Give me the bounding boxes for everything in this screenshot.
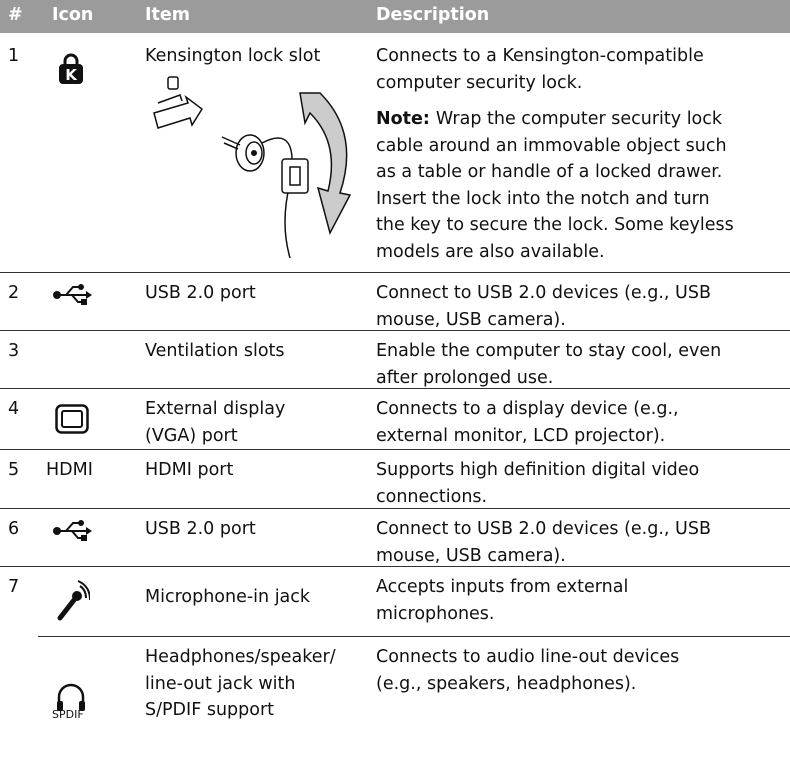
description-line: connections. [376,486,488,507]
row-number: 2 [8,283,20,303]
description: Connects to a display device (e.g., exter… [376,396,679,449]
row-number: 6 [8,519,20,539]
note-line: Note: Wrap the computer security lock [376,106,734,133]
item-line: Kensington lock slot [145,46,321,66]
header-cell: Icon [52,5,94,25]
description: Connects to a Kensington-compatible comp… [376,43,734,265]
description-line: Supports high definition digital video [376,460,700,480]
note-line: models are also available. [376,241,605,262]
row-separator [0,566,790,567]
description-line: (e.g., speakers, headphones). [376,673,637,694]
description-line: mouse, USB camera). [376,309,566,330]
spdif-icon-label: SPDIF [52,708,84,721]
row-number: 4 [8,399,20,419]
item-line: Headphones/speaker/ [145,647,336,667]
item-text: HDMI port [145,460,234,480]
item-line: External display [145,399,286,419]
description: Accepts inputs from external microphones. [376,574,628,627]
row-number: 3 [8,341,20,361]
item-text: External display (VGA) port [145,396,285,449]
description: Connect to USB 2.0 devices (e.g., USB mou… [376,516,711,569]
row-number: 7 [8,577,20,597]
usb-icon [53,284,92,305]
usb-icon [53,520,92,541]
row-separator [0,508,790,509]
item-text: USB 2.0 port [145,519,256,539]
row-separator [0,388,790,389]
item-text: Kensington lock slot [145,43,320,70]
note-line: Insert the lock into the notch and turn [376,188,710,209]
description: Supports high definition digital video co… [376,457,699,510]
row-separator [0,272,790,273]
description-line: after prolonged use. [376,367,554,388]
item-text: Microphone-in jack [145,587,311,607]
note-line: as a table or handle of a locked drawer. [376,162,723,182]
microphone-icon [57,580,90,621]
description-line: Connect to USB 2.0 devices (e.g., USB [376,519,711,539]
row-number: 5 [8,460,20,480]
svg-text:K: K [65,66,78,84]
note-line: the key to secure the lock. Some keyless [376,215,734,235]
vga-icon [55,404,89,434]
item-line: line-out jack with [145,673,296,694]
item-text: USB 2.0 port [145,283,256,303]
row-number: 1 [8,46,20,66]
row-separator [38,636,790,637]
description-line: Connects to a display device (e.g., [376,399,679,419]
header-cell: Item [145,5,190,25]
row-separator [0,449,790,450]
lock-illustration [153,76,352,259]
note-text: Wrap the computer security lock [435,109,723,129]
description-line: Enable the computer to stay cool, even [376,341,722,361]
item-line: (VGA) port [145,425,238,446]
note: Note: Wrap the computer security lock cab… [376,106,734,265]
description: Connect to USB 2.0 devices (e.g., USB mou… [376,280,711,333]
description-line: microphones. [376,603,495,624]
item-line: S/PDIF support [145,700,275,720]
item-text: Ventilation slots [145,341,285,361]
description-line: mouse, USB camera). [376,545,566,566]
description-line: Connects to audio line-out devices [376,647,680,667]
headphones-icon [57,683,85,711]
description-line: computer security lock. [376,72,583,93]
description: Enable the computer to stay cool, even af… [376,338,721,391]
description-line: Accepts inputs from external [376,577,629,597]
row-separator [0,330,790,331]
description-line: Connects to a Kensington-compatible [376,46,704,66]
description: Connects to audio line-out devices (e.g.,… [376,644,679,697]
note-label: Note: [376,109,430,129]
item-text: Headphones/speaker/line-out jack with S/P… [145,644,336,724]
table-header: # Icon Item Description [0,0,790,33]
description-line: external monitor, LCD projector). [376,425,666,446]
header-cell: # [8,5,23,25]
description-line: Connect to USB 2.0 devices (e.g., USB [376,283,711,303]
header-cell: Description [376,5,490,25]
note-line: cable around an immovable object such [376,135,727,156]
lock-icon: K [59,53,83,84]
hdmi-icon-label: HDMI [46,460,93,480]
